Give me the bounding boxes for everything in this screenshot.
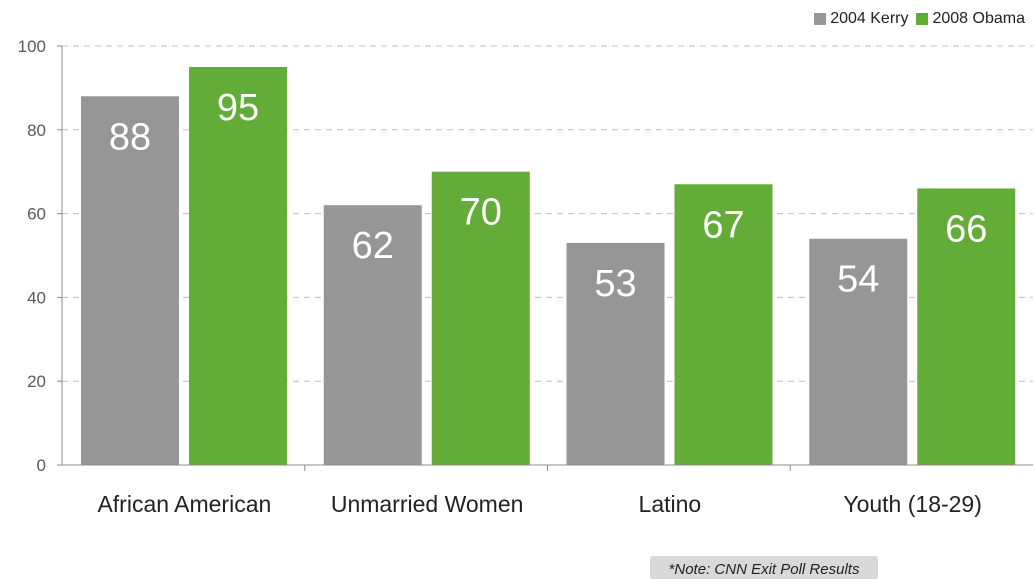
data-label: 95 xyxy=(217,87,259,129)
x-tick-label: Latino xyxy=(639,491,702,517)
bar-kerry-1 xyxy=(323,205,422,465)
bar-kerry-2 xyxy=(566,242,665,465)
legend-label-2004-kerry: 2004 Kerry xyxy=(830,10,909,27)
y-tick-label: 20 xyxy=(27,372,46,391)
x-axis: African American Unmarried Women Latino You… xyxy=(62,464,1033,517)
y-tick-label: 80 xyxy=(27,121,46,140)
bar-obama-2 xyxy=(674,184,773,465)
legend-swatch-2004-kerry xyxy=(814,13,827,25)
source-note: *Note: CNN Exit Poll Results xyxy=(650,556,878,579)
data-label: 62 xyxy=(352,225,394,267)
data-label: 70 xyxy=(460,192,502,234)
x-tick-label: African American xyxy=(97,491,271,517)
y-tick-label: 0 xyxy=(37,456,46,475)
legend-label-2008-obama: 2008 Obama xyxy=(932,10,1025,27)
gridlines xyxy=(62,45,1033,382)
bar-kerry-0 xyxy=(81,96,179,465)
data-label: 67 xyxy=(702,204,744,246)
legend: 2004 Kerry 2008 Obama xyxy=(806,10,1025,28)
legend-swatch-2008-obama xyxy=(916,13,929,25)
x-tick-label: Youth (18-29) xyxy=(843,491,982,517)
x-tick-label: Unmarried Women xyxy=(331,491,524,517)
data-label: 88 xyxy=(109,116,151,158)
bar-obama-1 xyxy=(431,171,530,465)
y-axis: 0 20 40 60 80 100 xyxy=(18,37,63,475)
legend-item-2008-obama: 2008 Obama xyxy=(916,10,1025,28)
bars: 88 95 62 70 53 67 54 66 xyxy=(81,66,1016,465)
bar-obama-0 xyxy=(189,66,287,465)
data-label: 53 xyxy=(594,263,636,305)
data-label: 66 xyxy=(945,208,987,250)
y-tick-label: 60 xyxy=(27,205,46,224)
y-tick-label: 40 xyxy=(27,288,46,307)
legend-item-2004-kerry: 2004 Kerry xyxy=(814,10,908,28)
y-tick-label: 100 xyxy=(18,37,46,56)
bar-kerry-3 xyxy=(809,238,908,465)
data-label: 54 xyxy=(837,259,879,301)
bar-obama-3 xyxy=(917,188,1016,465)
